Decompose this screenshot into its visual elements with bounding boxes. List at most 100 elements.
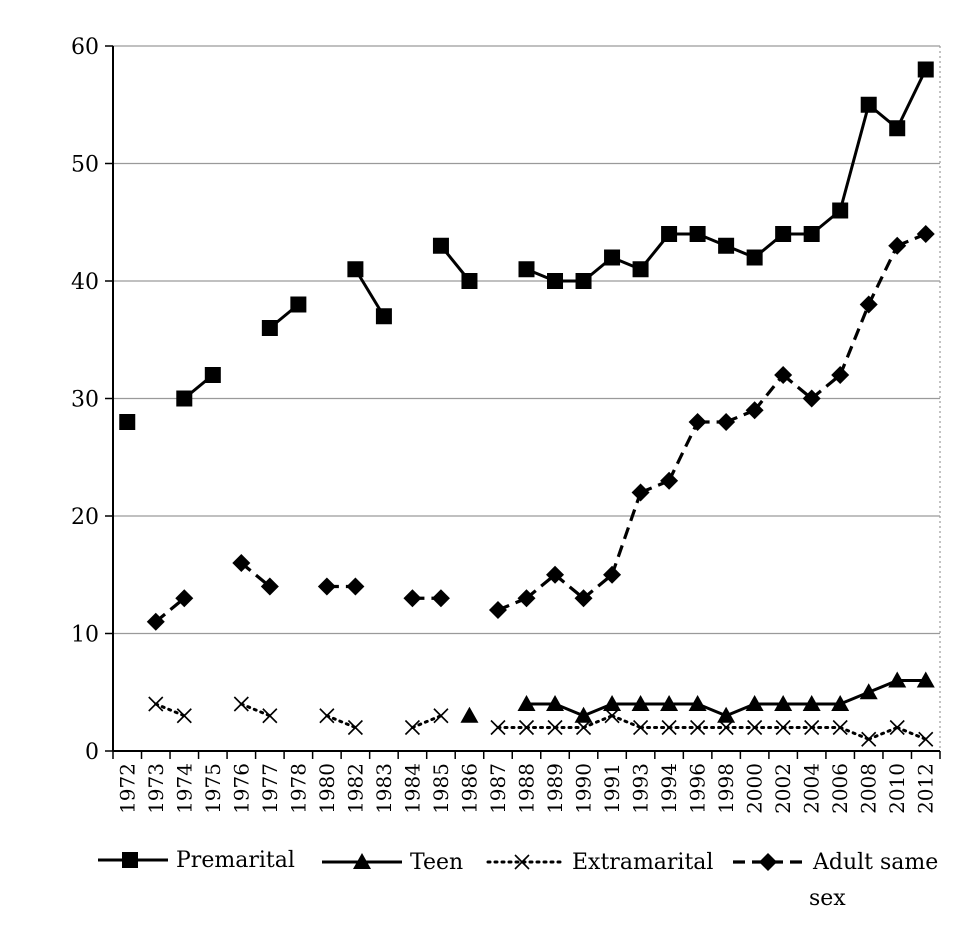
x-tick-label-1998: 1998	[714, 763, 738, 814]
x-tick-label-1991: 1991	[600, 763, 624, 814]
x-tick-label-1990: 1990	[572, 763, 596, 814]
premarital-point-2010	[889, 120, 906, 137]
extramarital-point-1991	[604, 708, 620, 724]
extramarital-point-2002	[775, 719, 791, 736]
x-tick-label-1980: 1980	[315, 763, 339, 814]
extramarital-point-2004	[804, 719, 820, 736]
premarital-point-1972	[119, 414, 136, 430]
adult-same-sex-point-1989	[546, 565, 565, 584]
series-premarital	[119, 61, 934, 430]
adult-same-sex-point-1985	[431, 589, 450, 608]
premarital-point-1985	[432, 237, 449, 254]
premarital-point-1986	[461, 273, 478, 289]
x-tick-label-2002: 2002	[771, 763, 795, 814]
extramarital-point-2006	[832, 719, 848, 736]
extramarital-segment	[867, 726, 899, 741]
adult-same-sex-segment	[753, 373, 785, 412]
teen-point-2010	[888, 671, 907, 688]
gridlines	[113, 45, 940, 635]
premarital-point-1977	[261, 320, 278, 336]
adult-same-sex-point-2010	[888, 236, 907, 255]
premarital-point-1975	[204, 367, 221, 383]
adult-same-sex-point-1984	[403, 589, 422, 608]
adult-same-sex-point-1990	[574, 589, 593, 608]
teen-point-2000	[745, 695, 764, 711]
premarital-point-1993	[632, 261, 649, 278]
adult-same-sex-point-1976	[232, 554, 251, 572]
extramarital-point-1987	[490, 719, 506, 736]
teen-point-2012	[916, 671, 935, 688]
legend-item-teen: Teen	[322, 850, 463, 875]
series-extramarital	[148, 696, 934, 747]
premarital-point-1991	[604, 249, 621, 266]
teen-point-1991	[603, 695, 622, 711]
x-tick-label-1993: 1993	[629, 763, 653, 814]
extramarital-point-1989	[547, 719, 563, 736]
x-tick-label-1983: 1983	[372, 763, 396, 814]
premarital-segment	[838, 104, 871, 211]
x-tick-label-1996: 1996	[686, 763, 710, 814]
x-tick-label-2010: 2010	[885, 763, 909, 814]
legend: Premarital Teen Extramarital Adult same sex	[98, 848, 938, 911]
x-tick-label-2000: 2000	[743, 763, 767, 814]
teen-point-1998	[717, 706, 736, 723]
extramarital-point-1976	[233, 696, 249, 712]
extramarital-segment	[895, 726, 928, 741]
extramarital-point-1993	[633, 719, 649, 736]
teen-point-1988	[517, 695, 536, 711]
x-tick-label-1982: 1982	[343, 763, 367, 814]
adult-same-sex-point-1987	[488, 601, 507, 619]
y-tick-label-20: 20	[71, 505, 99, 530]
extramarital-segment	[325, 714, 357, 729]
adult-same-sex-point-1973	[146, 612, 165, 631]
y-axis-ticks: 0 10 20 30 40 50 60	[71, 35, 113, 765]
x-axis-ticks: 1972 1973 1974 1975 1976 1977 1978 1980 1982 1983…	[112, 751, 941, 814]
premarital-point-2006	[832, 202, 849, 219]
y-tick-label-50: 50	[71, 153, 99, 178]
premarital-point-2002	[775, 226, 792, 242]
extramarital-point-1994	[661, 719, 677, 736]
extramarital-point-1980	[319, 708, 335, 724]
adult-same-sex-point-1974	[175, 589, 194, 608]
extramarital-segment	[582, 714, 614, 729]
adult-same-sex-point-1982	[346, 577, 365, 596]
extramarital-point-1974	[176, 708, 192, 724]
adult-same-sex-point-1993	[631, 483, 650, 502]
y-tick-label-40: 40	[71, 270, 99, 295]
x-tick-label-1978: 1978	[286, 763, 310, 814]
legend-marker-adult-same-sex	[759, 853, 777, 871]
extramarital-point-1996	[690, 719, 706, 736]
extramarital-point-2008	[861, 731, 877, 747]
extramarital-point-1988	[518, 719, 535, 736]
premarital-point-2008	[860, 96, 877, 113]
extramarital-point-1998	[718, 719, 734, 736]
premarital-point-2000	[746, 249, 763, 266]
legend-label-extramarital: Extramarital	[572, 850, 713, 875]
adult-same-sex-point-2006	[831, 366, 850, 384]
extramarital-segment	[239, 702, 272, 718]
teen-point-1993	[631, 695, 650, 711]
x-tick-label-1994: 1994	[657, 763, 681, 814]
legend-marker-teen	[353, 853, 371, 869]
adult-same-sex-segment	[838, 303, 871, 376]
premarital-point-1998	[718, 237, 735, 254]
legend-item-extramarital: Extramarital	[486, 850, 713, 875]
legend-label-teen: Teen	[410, 850, 463, 875]
premarital-point-1974	[176, 390, 193, 407]
premarital-point-1988	[518, 261, 535, 278]
y-tick-label-30: 30	[71, 388, 99, 413]
x-tick-label-1977: 1977	[258, 763, 282, 814]
extramarital-point-1990	[575, 719, 592, 736]
y-tick-label-0: 0	[85, 740, 99, 765]
adult-same-sex-segment	[867, 245, 899, 306]
x-tick-label-1989: 1989	[543, 763, 567, 814]
premarital-point-1978	[290, 296, 307, 313]
premarital-point-1990	[575, 273, 592, 289]
premarital-point-2004	[803, 226, 820, 242]
teen-point-2006	[831, 695, 850, 711]
legend-label-adult-same-sex: Adult same sex	[809, 850, 938, 911]
premarital-point-1996	[689, 226, 706, 242]
adult-same-sex-point-1994	[660, 471, 679, 490]
adult-same-sex-point-1998	[717, 413, 736, 431]
premarital-point-1983	[375, 308, 392, 325]
